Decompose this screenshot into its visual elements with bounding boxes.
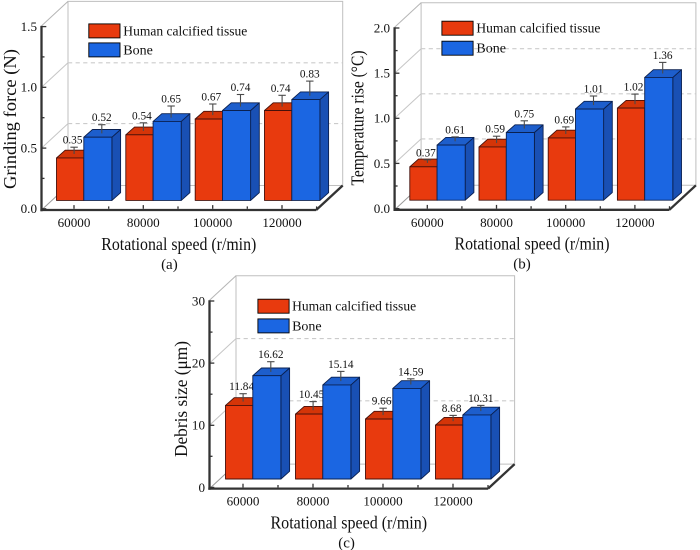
svg-text:0.65: 0.65 xyxy=(161,94,181,106)
svg-text:0.69: 0.69 xyxy=(554,114,574,126)
svg-text:60000: 60000 xyxy=(58,215,91,230)
svg-text:2.0: 2.0 xyxy=(374,20,391,35)
svg-text:Rotational speed (r/min): Rotational speed (r/min) xyxy=(101,234,256,254)
svg-text:0.37: 0.37 xyxy=(416,147,436,159)
svg-text:(b): (b) xyxy=(513,257,531,273)
svg-text:9.66: 9.66 xyxy=(372,396,392,408)
svg-text:30: 30 xyxy=(192,293,206,308)
svg-text:1.36: 1.36 xyxy=(653,50,673,62)
svg-text:0.5: 0.5 xyxy=(21,141,38,156)
svg-text:0: 0 xyxy=(198,480,205,495)
svg-text:Debris size (μm): Debris size (μm) xyxy=(171,341,191,457)
svg-text:8.68: 8.68 xyxy=(442,403,462,415)
svg-text:Human calcified tissue: Human calcified tissue xyxy=(123,24,247,39)
svg-text:80000: 80000 xyxy=(127,215,160,230)
svg-text:0.59: 0.59 xyxy=(485,124,505,136)
svg-text:100000: 100000 xyxy=(193,215,233,230)
svg-text:11.84: 11.84 xyxy=(229,381,254,393)
svg-text:0.52: 0.52 xyxy=(92,112,112,124)
svg-text:10: 10 xyxy=(192,418,206,433)
svg-text:16.62: 16.62 xyxy=(258,349,284,361)
svg-text:0.0: 0.0 xyxy=(21,201,38,216)
svg-text:1.5: 1.5 xyxy=(374,66,391,81)
svg-text:60000: 60000 xyxy=(227,494,260,509)
svg-text:20: 20 xyxy=(192,356,206,371)
svg-text:0.35: 0.35 xyxy=(63,135,83,147)
svg-text:1.0: 1.0 xyxy=(21,80,38,95)
svg-text:0.83: 0.83 xyxy=(300,69,320,81)
svg-text:0.74: 0.74 xyxy=(271,83,291,95)
svg-text:1.02: 1.02 xyxy=(624,82,644,94)
svg-text:120000: 120000 xyxy=(262,215,302,230)
svg-text:Human calcified tissue: Human calcified tissue xyxy=(476,22,600,37)
svg-text:0.54: 0.54 xyxy=(132,110,152,122)
svg-text:0.74: 0.74 xyxy=(231,82,251,94)
svg-text:0.75: 0.75 xyxy=(514,108,534,120)
svg-text:1.01: 1.01 xyxy=(584,84,604,96)
svg-text:10.31: 10.31 xyxy=(468,393,493,405)
svg-text:0.5: 0.5 xyxy=(374,156,391,171)
svg-text:120000: 120000 xyxy=(433,494,473,509)
svg-text:Human calcified tissue: Human calcified tissue xyxy=(292,300,416,315)
svg-text:Bone: Bone xyxy=(476,42,506,57)
svg-text:10.45: 10.45 xyxy=(299,389,325,401)
svg-text:1.0: 1.0 xyxy=(374,111,391,126)
svg-text:80000: 80000 xyxy=(297,494,330,509)
svg-text:60000: 60000 xyxy=(411,215,444,230)
svg-text:0.67: 0.67 xyxy=(201,92,221,104)
svg-text:15.14: 15.14 xyxy=(328,359,354,371)
svg-text:120000: 120000 xyxy=(615,215,655,230)
svg-text:Grinding force (N): Grinding force (N) xyxy=(0,49,20,189)
svg-text:Rotational speed (r/min): Rotational speed (r/min) xyxy=(271,512,428,532)
svg-text:1.5: 1.5 xyxy=(21,19,38,34)
svg-text:Bone: Bone xyxy=(292,319,322,334)
svg-text:Bone: Bone xyxy=(123,43,153,58)
svg-text:(c): (c) xyxy=(338,535,355,550)
svg-text:Temperature rise (°C): Temperature rise (°C) xyxy=(347,50,367,185)
svg-text:(a): (a) xyxy=(161,257,178,273)
svg-text:Rotational speed (r/min): Rotational speed (r/min) xyxy=(455,234,610,254)
svg-text:80000: 80000 xyxy=(480,215,513,230)
svg-text:100000: 100000 xyxy=(546,215,586,230)
svg-text:14.59: 14.59 xyxy=(398,366,424,378)
svg-text:0.61: 0.61 xyxy=(445,124,465,136)
svg-text:100000: 100000 xyxy=(363,494,403,509)
svg-text:0.0: 0.0 xyxy=(374,201,391,216)
